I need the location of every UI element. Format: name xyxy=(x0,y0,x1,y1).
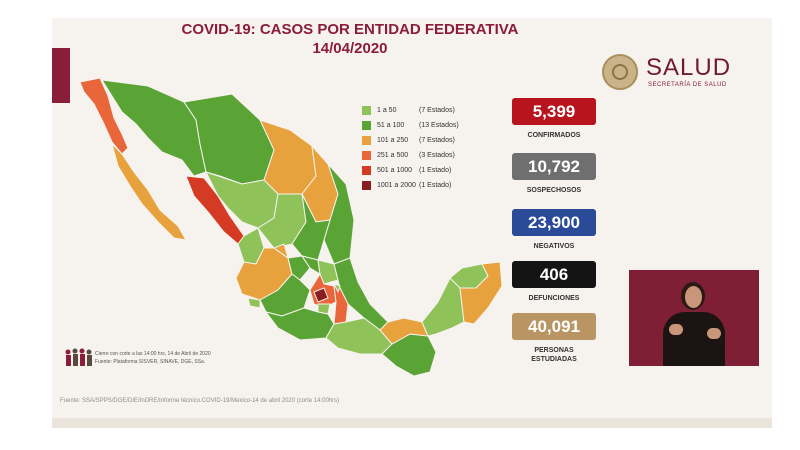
legend-count: (7 Estados) xyxy=(419,107,455,114)
state-guerrero xyxy=(264,307,335,341)
legend: 1 a 50 (7 Estados) 51 a 100 (13 Estados)… xyxy=(362,103,502,193)
legend-swatch xyxy=(362,121,371,130)
interpreter-hand-right xyxy=(707,328,721,339)
legend-count: (1 Estado) xyxy=(419,182,452,189)
logo-subtitle: SECRETARÍA DE SALUD xyxy=(648,82,727,88)
interpreter-face xyxy=(685,286,702,308)
stat-sospechosos: 10,792 SOSPECHOSOS xyxy=(512,153,596,195)
state-campeche xyxy=(421,277,465,337)
legend-range: 1001 a 2000 xyxy=(377,182,416,189)
legend-count: (3 Estados) xyxy=(419,152,455,159)
legend-swatch xyxy=(362,106,371,115)
interpreter-hand-left xyxy=(669,324,683,335)
legend-row: 101 a 250 (7 Estados) xyxy=(362,133,502,148)
state-ciudad-de-mexico xyxy=(313,287,329,303)
stat-confirmados: 5,399 CONFIRMADOS xyxy=(512,98,596,140)
state-hidalgo xyxy=(317,259,339,285)
stat-personas-estudiadas: 40,091 PERSONAS ESTUDIADAS xyxy=(512,313,596,364)
legend-swatch xyxy=(362,181,371,190)
sign-language-interpreter xyxy=(629,270,759,366)
source-caption: Fuente: SSA/SPPS/DGE/DIE/InDRE/Informe t… xyxy=(60,398,340,404)
legend-swatch xyxy=(362,151,371,160)
stat-value: 10,792 xyxy=(512,153,596,180)
legend-range: 501 a 1000 xyxy=(377,167,413,174)
title-line-2: 14/04/2020 xyxy=(312,40,388,57)
slide-title: COVID-19: CASOS POR ENTIDAD FEDERATIVA 1… xyxy=(140,20,560,58)
stat-value: 5,399 xyxy=(512,98,596,125)
mexico-map xyxy=(79,77,503,377)
salud-logo: SALUD SECRETARÍA DE SALUD xyxy=(602,52,752,94)
bottom-strip xyxy=(52,418,772,428)
stat-label: PERSONAS ESTUDIADAS xyxy=(531,347,577,363)
legend-range: 1 a 50 xyxy=(377,107,397,114)
state-baja-california xyxy=(79,77,129,155)
legend-count: (13 Estados) xyxy=(419,122,459,129)
legend-range: 251 a 500 xyxy=(377,152,409,159)
legend-row: 501 a 1000 (1 Estado) xyxy=(362,163,502,178)
legend-row: 251 a 500 (3 Estados) xyxy=(362,148,502,163)
people-group-icon xyxy=(65,348,92,366)
legend-row: 1001 a 2000 (1 Estado) xyxy=(362,178,502,193)
legend-range: 51 a 100 xyxy=(377,122,405,129)
legend-row: 1 a 50 (7 Estados) xyxy=(362,103,502,118)
interpreter-body xyxy=(663,312,725,366)
stat-label: CONFIRMADOS xyxy=(527,132,581,139)
stat-defunciones: 406 DEFUNCIONES xyxy=(512,261,596,303)
coat-of-arms-seal-icon xyxy=(602,54,638,90)
stat-value: 23,900 xyxy=(512,209,596,236)
legend-count: (1 Estado) xyxy=(419,167,452,174)
state-guanajuato xyxy=(287,255,311,281)
legend-row: 51 a 100 (13 Estados) xyxy=(362,118,502,133)
footnote-line-2: Fuente: Plataforma SISVER, SINAVE, DGE, … xyxy=(95,359,206,365)
legend-swatch xyxy=(362,166,371,175)
logo-brand: SALUD xyxy=(646,54,732,81)
legend-swatch xyxy=(362,136,371,145)
stat-label: NEGATIVOS xyxy=(533,243,575,250)
stat-value: 40,091 xyxy=(512,313,596,340)
stat-value: 406 xyxy=(512,261,596,288)
state-colima xyxy=(247,297,261,309)
state-baja-california-sur xyxy=(111,142,187,241)
accent-bar xyxy=(52,48,70,103)
stat-label: DEFUNCIONES xyxy=(528,295,580,302)
state-tabasco xyxy=(379,317,429,345)
legend-count: (7 Estados) xyxy=(419,137,455,144)
footnote: Cierre con corte a las 14:00 hrs, 14 de … xyxy=(95,350,211,366)
state-aguascalientes xyxy=(272,243,289,260)
footnote-line-1: Cierre con corte a las 14:00 hrs, 14 de … xyxy=(95,351,211,357)
stat-label: SOSPECHOSOS xyxy=(526,187,582,194)
state-tlaxcala xyxy=(333,283,341,294)
legend-range: 101 a 250 xyxy=(377,137,409,144)
title-line-1: COVID-19: CASOS POR ENTIDAD FEDERATIVA xyxy=(181,21,519,38)
state-quintana-roo xyxy=(459,261,503,325)
stat-negativos: 23,900 NEGATIVOS xyxy=(512,209,596,251)
